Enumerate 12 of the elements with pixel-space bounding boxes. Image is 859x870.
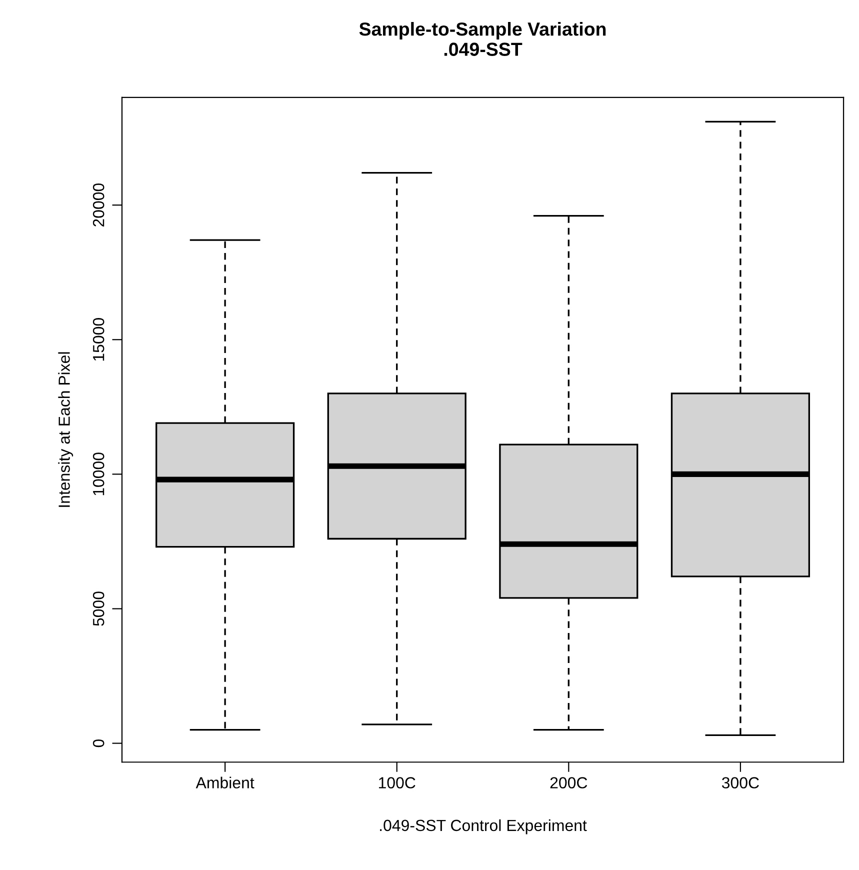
y-axis-title: Intensity at Each Pixel <box>58 352 74 507</box>
x-tick-label: 100C <box>378 777 416 788</box>
y-tick-label: 0 <box>92 739 104 748</box>
y-tick-label: 20000 <box>92 183 104 226</box>
y-tick-label: 5000 <box>92 592 104 626</box>
y-tick-label: 10000 <box>92 452 104 496</box>
x-axis-title: .049-SST Control Experiment <box>380 819 587 834</box>
x-tick-label: 300C <box>722 777 759 788</box>
x-tick-label: Ambient <box>196 776 254 788</box>
x-tick-label: 200C <box>550 777 588 788</box>
y-tick-label: 15000 <box>92 318 104 361</box>
chart-title: Sample-to-Sample Variation .049-SST <box>359 22 606 56</box>
